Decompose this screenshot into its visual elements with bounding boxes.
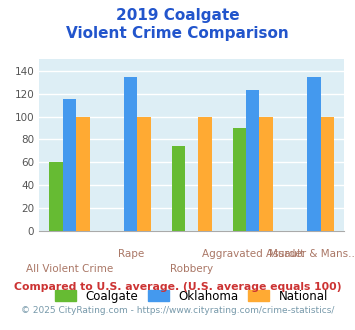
Bar [171, 146, 185, 231]
Text: © 2025 CityRating.com - https://www.cityrating.com/crime-statistics/: © 2025 CityRating.com - https://www.city… [21, 306, 334, 315]
Bar [321, 116, 334, 231]
Text: Violent Crime Comparison: Violent Crime Comparison [66, 26, 289, 41]
Text: Robbery: Robbery [170, 264, 213, 274]
Bar [246, 90, 260, 231]
Bar [63, 99, 76, 231]
Bar [260, 116, 273, 231]
Bar [124, 77, 137, 231]
Text: Rape: Rape [118, 249, 144, 259]
Text: 2019 Coalgate: 2019 Coalgate [116, 8, 239, 23]
Text: Compared to U.S. average. (U.S. average equals 100): Compared to U.S. average. (U.S. average … [14, 282, 341, 292]
Bar [233, 128, 246, 231]
Text: Murder & Mans...: Murder & Mans... [269, 249, 355, 259]
Bar [49, 162, 63, 231]
Bar [198, 116, 212, 231]
Bar [137, 116, 151, 231]
Bar [307, 77, 321, 231]
Bar [76, 116, 90, 231]
Text: Aggravated Assault: Aggravated Assault [202, 249, 304, 259]
Text: All Violent Crime: All Violent Crime [26, 264, 113, 274]
Legend: Coalgate, Oklahoma, National: Coalgate, Oklahoma, National [50, 285, 333, 308]
